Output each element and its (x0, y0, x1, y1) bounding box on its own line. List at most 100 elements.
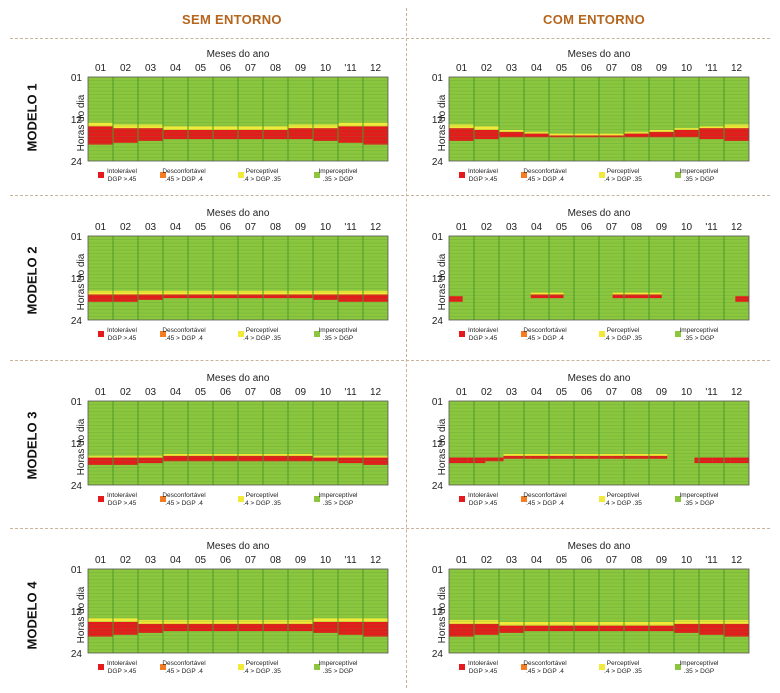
x-tick-label: '11 (705, 387, 718, 398)
y-tick-label: 01 (71, 565, 83, 576)
y-tick-label: 12 (432, 439, 444, 450)
heatmap-cell-band (288, 124, 313, 129)
heatmap-cell-band (113, 290, 138, 295)
heatmap-cell-band (163, 126, 188, 130)
x-tick-label: 09 (656, 63, 668, 74)
heatmap-cell-band (238, 129, 263, 140)
legend-label: DGP >.45 (469, 668, 498, 675)
heatmap-cell-band (238, 126, 263, 130)
heatmap-cell-band (530, 455, 559, 459)
heatmap-cell-band (113, 618, 138, 622)
heatmap-cell-band (474, 126, 499, 130)
heatmap-cell-band (163, 623, 188, 632)
heatmap-frame (448, 235, 750, 321)
heatmap-cell-band (449, 620, 474, 624)
y-tick-label: 24 (432, 481, 444, 492)
heatmap-cell-band (449, 128, 474, 141)
legend-label: DGP >.45 (469, 335, 498, 342)
heatmap-cell-band (188, 620, 213, 624)
y-tick-label: 01 (432, 73, 444, 84)
heatmap-cell-band (313, 621, 338, 633)
heatmap-cell-band (188, 290, 213, 295)
x-tick-label: 10 (681, 387, 693, 398)
legend-label: Intolerável (107, 660, 138, 667)
heatmap-cell-band (238, 294, 263, 299)
heatmap-cell-band (499, 621, 524, 626)
x-tick-label: 08 (631, 387, 643, 398)
heatmap-cell-band (88, 126, 113, 145)
legend-label: .45 > DGP .4 (165, 176, 203, 183)
legend-label: .35 > DGP (684, 176, 715, 183)
legend-swatch (98, 172, 104, 178)
x-tick-label: 07 (606, 555, 618, 566)
x-tick-label: 12 (731, 63, 743, 74)
heatmap-cell-band (313, 457, 338, 462)
heatmap-cell-band (724, 623, 749, 637)
legend-swatch (160, 172, 166, 178)
heatmap-cell-band (88, 290, 113, 295)
x-tick-label: 06 (220, 222, 232, 233)
heatmap-cell-band (313, 290, 338, 295)
x-tick-label: 01 (456, 387, 468, 398)
heatmap-cell-band (238, 620, 263, 624)
x-tick-label: 03 (506, 555, 518, 566)
heatmap-cell-band (338, 618, 363, 622)
heatmap-cell-band (649, 621, 674, 626)
y-axis-label: Horas do dia (437, 418, 448, 475)
heatmap-cell-band (288, 294, 313, 299)
y-tick-label: 12 (432, 607, 444, 618)
heatmap-cell-band (558, 453, 586, 456)
legend-label: Desconfortável (162, 492, 206, 499)
x-tick-label: 12 (731, 555, 743, 566)
x-tick-label: 03 (145, 63, 157, 74)
heatmap-cell-band (213, 453, 238, 456)
y-tick-label: 01 (71, 73, 83, 84)
heatmap-cell-band (474, 623, 499, 635)
heatmap-cell-band (238, 623, 263, 632)
heatmap-cell-band (163, 455, 188, 462)
heatmap-cell-band (88, 457, 113, 465)
heatmap-cell-band (558, 455, 586, 459)
legend-label: .35 > DGP (684, 335, 715, 342)
heatmap-cell-band (574, 133, 599, 136)
legend-label: Desconfortável (523, 327, 567, 334)
heatmap-cell-band (612, 453, 640, 456)
x-tick-label: 12 (370, 555, 382, 566)
x-axis-label: Meses do ano (207, 49, 270, 60)
legend-swatch (459, 331, 465, 337)
legend-label: Desconfortável (523, 168, 567, 175)
legend-label: Imperceptível (679, 327, 719, 334)
legend-label: Intolerável (468, 327, 499, 334)
heatmap-cell-band (213, 620, 238, 624)
heatmap-cell-band (649, 129, 674, 132)
y-tick-label: 12 (71, 607, 83, 618)
x-tick-label: 01 (95, 387, 107, 398)
heatmap-cell-band (363, 621, 388, 637)
x-tick-label: '11 (705, 222, 718, 233)
x-tick-label: 06 (581, 222, 593, 233)
heatmap-cell-band (213, 455, 238, 462)
legend-swatch (160, 664, 166, 670)
legend-swatch (599, 331, 605, 337)
x-tick-label: 12 (370, 222, 382, 233)
heatmap-cell-band (188, 453, 213, 456)
y-tick-label: 24 (432, 157, 444, 168)
heatmap-cell-band (313, 294, 338, 300)
legend-label: .35 > DGP (323, 668, 354, 675)
heatmap-cell-band (530, 294, 564, 299)
legend-label: Perceptível (246, 168, 279, 175)
heatmap-cell-band (499, 625, 524, 633)
heatmap-panel: Meses do ano 01 02 03 04 05 06 07 08 09 10 '11 12 01 1… (432, 373, 750, 507)
legend-swatch (521, 664, 527, 670)
heatmap-cell-band (524, 131, 549, 134)
heatmap-cell-band (485, 457, 504, 462)
heatmap-cell-band (574, 621, 599, 626)
heatmap-cell-band (288, 290, 313, 295)
heatmap-cell-band (213, 290, 238, 295)
x-tick-label: '11 (344, 387, 357, 398)
heatmap-cell-band (624, 133, 649, 138)
x-tick-label: 07 (245, 387, 257, 398)
x-tick-label: '11 (344, 555, 357, 566)
y-axis-label: Horas do dia (76, 253, 87, 310)
x-tick-label: 04 (170, 555, 182, 566)
